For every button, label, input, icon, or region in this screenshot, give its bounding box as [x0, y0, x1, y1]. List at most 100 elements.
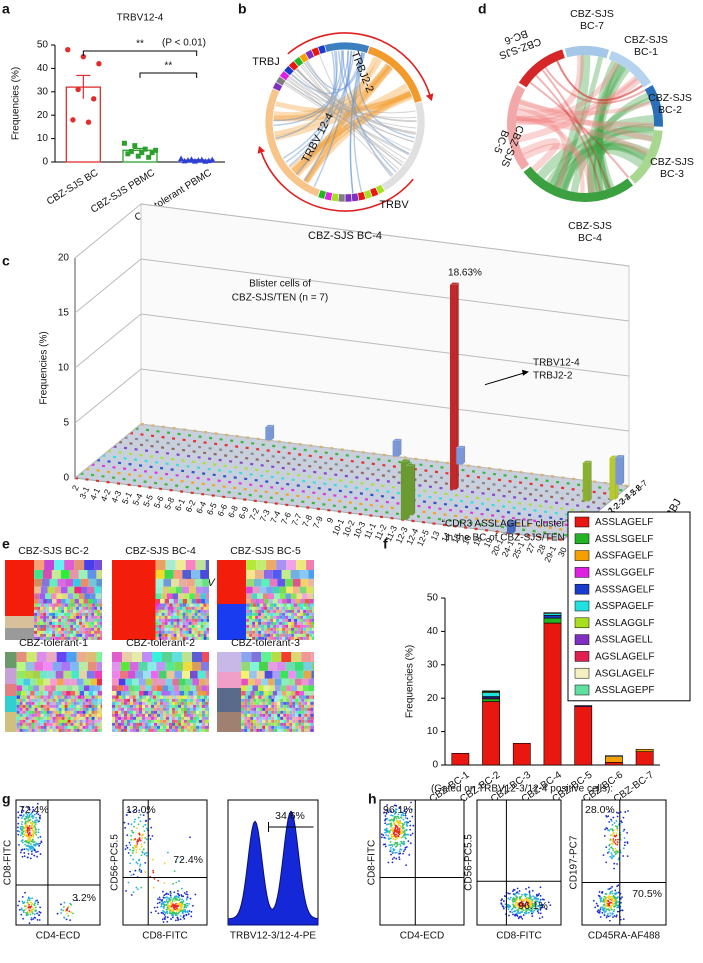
event-dot — [381, 836, 383, 838]
clone-cell — [89, 714, 92, 717]
clone-cell — [61, 628, 64, 631]
event-dot — [608, 903, 610, 905]
clone-cell — [166, 714, 169, 717]
clone-cell — [247, 717, 250, 720]
clone-cell — [174, 613, 177, 616]
clone-cell — [183, 631, 186, 634]
event-dot — [33, 907, 35, 909]
event-dot — [606, 908, 608, 910]
event-dot — [602, 907, 604, 909]
clone-cell — [168, 631, 171, 634]
event-dot — [164, 897, 166, 899]
clone-cell — [44, 711, 47, 714]
event-dot — [627, 842, 629, 844]
y-tick-label: 0 — [432, 760, 438, 771]
clone-cell — [35, 717, 38, 720]
clone-cell — [151, 729, 154, 732]
event-dot — [172, 914, 174, 916]
clone-cell — [175, 702, 178, 705]
event-dot — [173, 891, 175, 893]
event-dot — [612, 838, 614, 840]
clone-cell — [289, 726, 292, 729]
clone-cell — [298, 699, 301, 702]
event-dot — [388, 838, 390, 840]
event-dot — [600, 907, 602, 909]
event-dot — [402, 853, 404, 855]
clone-cell — [124, 705, 127, 708]
clone-cell — [133, 702, 136, 705]
clone-cell — [37, 679, 44, 686]
clone-cell — [292, 699, 295, 702]
clone-cell — [246, 579, 254, 587]
event-dot — [23, 909, 25, 911]
clone-cell — [130, 708, 133, 711]
event-dot — [40, 912, 42, 914]
clone-cell — [246, 616, 249, 619]
event-dot — [24, 829, 26, 831]
event-dot — [622, 855, 624, 857]
clone-cell — [246, 622, 249, 625]
clone-cell — [35, 708, 38, 711]
clone-cell — [187, 726, 190, 729]
clone-cell — [47, 705, 50, 708]
clone-cell — [95, 685, 101, 691]
clone-cell — [40, 631, 43, 634]
clone-cell — [17, 711, 20, 714]
clone-cell — [79, 599, 84, 604]
event-dot — [614, 822, 616, 824]
clone-cell — [29, 711, 32, 714]
event-dot — [18, 844, 20, 846]
clone-cell — [56, 702, 59, 705]
event-dot — [617, 839, 619, 841]
clone-cell — [124, 720, 127, 723]
y-tick-label: 20 — [427, 693, 439, 704]
event-dot — [613, 900, 615, 902]
clone-cell — [165, 628, 168, 631]
event-dot — [623, 829, 625, 831]
clone-cell — [300, 625, 303, 628]
event-dot — [153, 887, 155, 889]
clone-cell — [276, 625, 279, 628]
clone-cell — [162, 631, 165, 634]
clone-cell — [288, 625, 291, 628]
event-dot — [63, 906, 65, 908]
bar-segment — [544, 623, 561, 765]
clone-cell — [43, 631, 46, 634]
clone-cell — [195, 628, 198, 631]
event-dot — [161, 899, 163, 901]
clone-cell — [68, 593, 74, 599]
clone-cell — [118, 726, 121, 729]
clone-cell — [306, 625, 309, 628]
clone-cell — [124, 708, 127, 711]
legend-swatch — [575, 534, 589, 544]
clone-cell — [157, 723, 160, 726]
clone-cell — [17, 714, 20, 717]
clone-cell — [260, 604, 263, 607]
panel-letter: d — [478, 1, 487, 17]
clone-cell — [63, 671, 71, 679]
clone-cell — [178, 720, 181, 723]
clone-cell — [52, 616, 55, 619]
clone-cell — [118, 708, 121, 711]
clone-cell — [186, 616, 189, 619]
event-dot — [613, 863, 615, 865]
clone-cell — [271, 720, 274, 723]
clone-cell — [26, 714, 29, 717]
clone-cell — [159, 679, 166, 686]
clone-cell — [291, 593, 297, 599]
clone-cell — [171, 622, 174, 625]
clone-cell — [59, 708, 62, 711]
clone-cell — [298, 705, 301, 708]
clone-cell — [300, 631, 303, 634]
event-dot — [607, 829, 609, 831]
clone-cell — [47, 726, 50, 729]
event-dot — [167, 904, 169, 906]
event-dot — [66, 913, 68, 915]
clone-cell — [189, 593, 195, 599]
clone-cell — [67, 631, 70, 634]
clone-cell — [313, 587, 314, 594]
event-dot — [615, 843, 617, 845]
chart-title: TRBV12-4 — [117, 13, 164, 24]
clone-cell — [101, 723, 102, 726]
clone-cell — [95, 726, 98, 729]
